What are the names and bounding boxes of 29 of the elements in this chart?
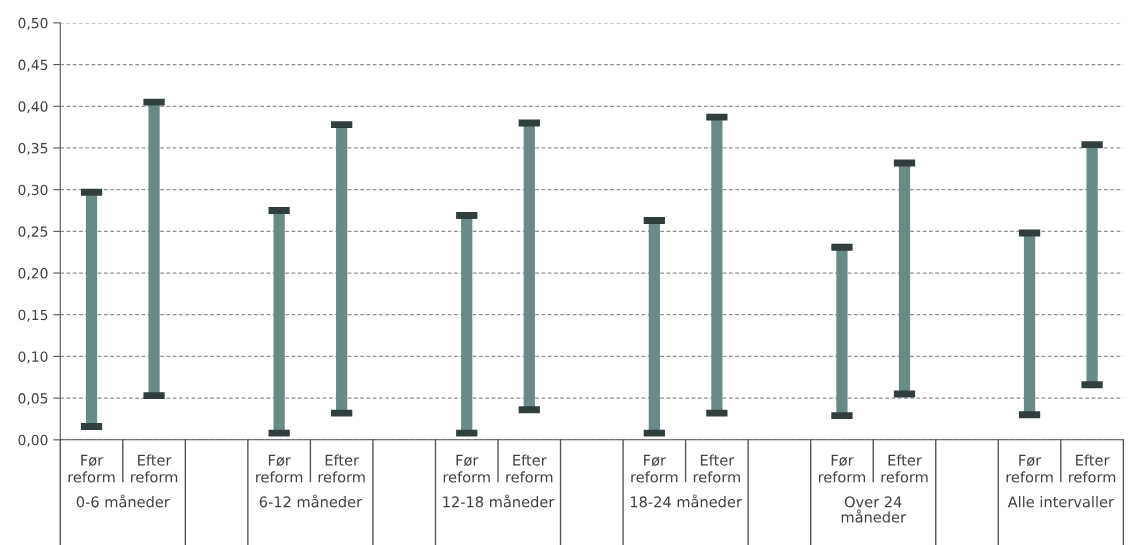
text: 0-6 måneder bbox=[76, 494, 170, 508]
text: 12-18 måneder bbox=[443, 494, 555, 508]
x-tick-label: Før reform bbox=[1006, 454, 1053, 483]
y-tick-label: 0,20 bbox=[18, 268, 48, 280]
y-tick-label: 0,30 bbox=[18, 184, 48, 197]
x-tick-label: Før reform bbox=[631, 454, 678, 483]
text: Alle intervaller bbox=[1007, 496, 1114, 508]
y-tick-label: 0,05 bbox=[18, 393, 48, 406]
y-tick-label: 0,25 bbox=[18, 226, 48, 239]
x-tick-label: Efter reform bbox=[318, 454, 365, 483]
y-tick-label: 0,00 bbox=[18, 434, 48, 447]
y-tick-label: 0,40 bbox=[18, 101, 48, 114]
x-tick-label: Efter reform bbox=[506, 454, 553, 483]
text: 18-24 måneder bbox=[630, 494, 742, 508]
x-tick-label: Efter reform bbox=[881, 454, 928, 483]
x-tick-label: Før reform bbox=[443, 454, 490, 483]
y-tick-label: 0,50 bbox=[18, 17, 48, 30]
y-tick-label: 0,15 bbox=[18, 309, 48, 322]
text: Over 24 måneder bbox=[841, 496, 907, 523]
x-tick-label: Før reform bbox=[256, 454, 303, 483]
x-tick-label: Før reform bbox=[68, 454, 115, 483]
x-tick-label: Efter reform bbox=[1069, 454, 1116, 483]
x-tick-label: Efter reform bbox=[693, 454, 740, 483]
x-tick-label: Efter reform bbox=[131, 454, 178, 483]
y-tick-label: 0,10 bbox=[18, 351, 48, 364]
x-tick-label: Før reform bbox=[818, 454, 866, 483]
y-tick-label: 0,35 bbox=[18, 142, 48, 155]
text: 6-12 måneder bbox=[259, 494, 363, 508]
y-tick-label: 0,45 bbox=[18, 59, 48, 72]
